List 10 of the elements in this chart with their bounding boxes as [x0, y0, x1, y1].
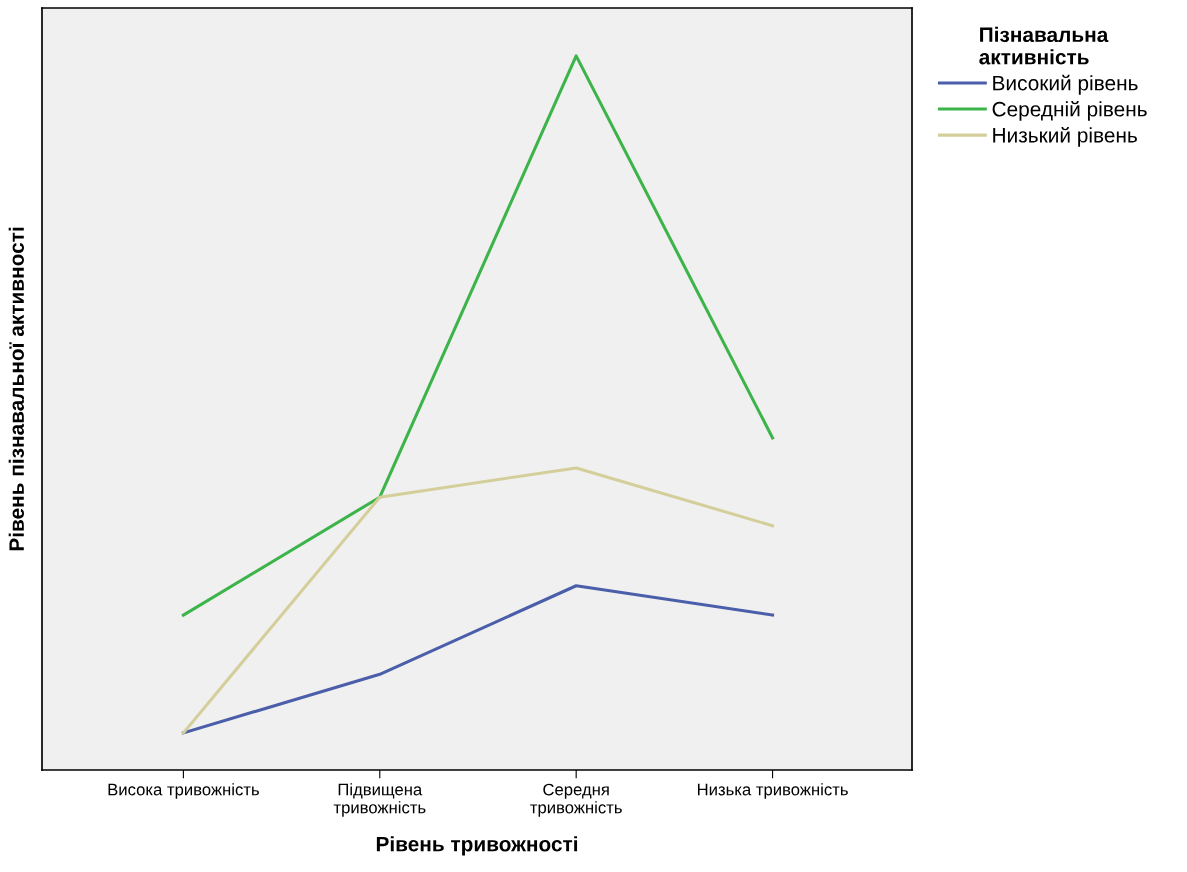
x-tick-label: Середня тривожність: [530, 783, 622, 817]
x-axis-title: Рівень тривожності: [376, 836, 578, 856]
legend-label: Високий рівень: [993, 74, 1138, 95]
x-tick-label: Висока тривожність: [108, 783, 259, 799]
legend-title: Пізнавальна активність: [979, 26, 1109, 65]
x-tick-label: Низька тривожність: [697, 783, 848, 799]
y-axis-title: Рівень пізнавальної активності: [8, 227, 24, 551]
x-tick-label: Підвищена тривожність: [333, 783, 426, 817]
legend-label: Середній рівень: [992, 100, 1147, 121]
legend-label: Низький рівень: [993, 126, 1137, 147]
